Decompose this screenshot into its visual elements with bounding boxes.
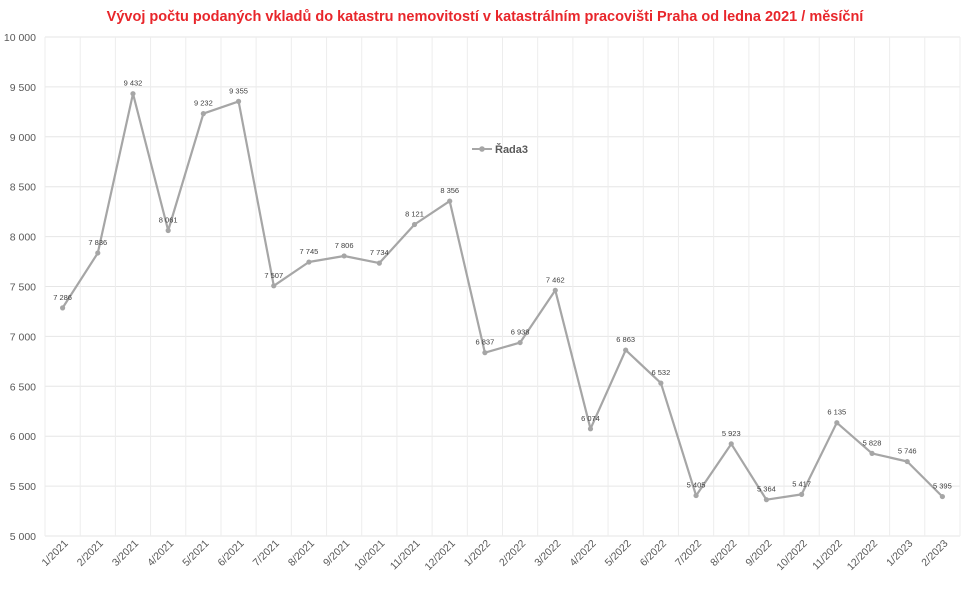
data-point	[165, 227, 171, 234]
series-layer: 7 286 7 836 9 432 8 061 9 232 9 355 7 507 7 745…	[53, 79, 952, 503]
data-label: 6 074	[581, 414, 600, 423]
x-tick-label: 1/2023	[884, 538, 915, 569]
y-tick-label: 7 000	[10, 331, 36, 343]
data-point	[59, 305, 66, 311]
data-point	[939, 493, 946, 500]
y-tick-label: 6 500	[10, 381, 36, 393]
data-label: 9 355	[229, 86, 248, 95]
data-label: 9 232	[194, 99, 213, 108]
chart-title: Vývoj počtu podaných vkladů do katastru …	[106, 9, 864, 25]
data-label: 7 507	[264, 271, 283, 280]
data-point	[869, 450, 875, 456]
data-point	[587, 426, 594, 432]
data-label: 6 532	[651, 368, 670, 377]
data-point	[693, 492, 699, 499]
x-tick-label: 7/2021	[251, 538, 282, 569]
data-label: 6 135	[827, 408, 846, 417]
x-tick-label: 2/2021	[75, 538, 106, 569]
data-point	[623, 347, 629, 353]
x-tick-label: 7/2022	[673, 538, 704, 569]
y-axis: 10 000 9 500 9 000 8 500 8 000 7 500 7 000 6 50…	[4, 32, 36, 543]
series-line	[61, 92, 944, 501]
data-label: 8 356	[440, 186, 459, 195]
x-tick-label: 4/2022	[567, 538, 598, 569]
x-tick-label: 2/2022	[497, 538, 528, 569]
x-tick-label: 11/2022	[810, 538, 845, 573]
x-tick-label: 8/2022	[708, 538, 739, 569]
y-tick-label: 8 500	[10, 182, 36, 194]
x-tick-label: 1/2022	[462, 538, 493, 569]
legend-label: Řada3	[495, 143, 528, 156]
x-tick-label: 4/2021	[145, 538, 176, 569]
data-point	[306, 259, 312, 265]
x-tick-label: 11/2021	[388, 538, 423, 573]
data-label: 7 836	[88, 238, 107, 247]
legend: Řada3	[472, 143, 528, 156]
y-tick-label: 5 000	[10, 531, 36, 543]
y-tick-label: 8 000	[10, 232, 36, 244]
data-label: 6 938	[511, 328, 530, 337]
data-label: 5 395	[933, 482, 952, 491]
data-label: 5 405	[687, 481, 706, 490]
data-point	[763, 497, 770, 503]
x-tick-label: 9/2021	[321, 538, 352, 569]
legend-marker	[479, 146, 485, 152]
data-point	[200, 111, 206, 117]
data-point	[834, 420, 840, 426]
data-label: 7 734	[370, 248, 389, 257]
x-tick-label: 5/2021	[180, 538, 211, 569]
x-axis: 1/2021 2/2021 3/2021 4/2021 5/2021 6/2021 7/20…	[40, 538, 951, 573]
y-tick-label: 5 500	[10, 481, 36, 493]
x-tick-label: 6/2022	[638, 538, 669, 569]
data-point	[517, 339, 523, 346]
data-point	[130, 91, 136, 97]
data-point	[799, 491, 805, 497]
x-tick-label: 12/2022	[845, 538, 880, 573]
gridlines	[44, 36, 961, 537]
x-tick-label: 2/2023	[919, 538, 950, 569]
x-tick-label: 8/2021	[286, 538, 317, 569]
x-tick-label: 12/2021	[422, 538, 457, 573]
y-tick-label: 9 500	[10, 82, 36, 94]
x-tick-label: 3/2021	[110, 538, 141, 569]
data-label: 5 923	[722, 429, 741, 438]
data-label: 7 806	[335, 241, 354, 250]
data-point	[482, 350, 488, 356]
data-point	[95, 250, 101, 256]
y-tick-label: 6 000	[10, 431, 36, 443]
data-point	[411, 221, 418, 228]
data-point	[376, 260, 382, 266]
data-point	[728, 441, 734, 447]
data-label: 6 863	[616, 335, 635, 344]
data-label: 5 417	[792, 479, 811, 488]
data-label: 5 746	[898, 447, 917, 456]
data-label: 5 364	[757, 485, 776, 494]
x-tick-label: 1/2021	[40, 538, 71, 569]
data-label: 8 061	[159, 216, 178, 225]
data-point	[658, 380, 664, 386]
data-label: 5 828	[863, 438, 882, 447]
data-label: 9 432	[124, 79, 143, 88]
data-label: 8 121	[405, 210, 424, 219]
x-tick-label: 6/2021	[215, 538, 246, 569]
data-label: 7 462	[546, 275, 565, 284]
data-label: 7 286	[53, 293, 72, 302]
data-point	[552, 287, 558, 293]
y-tick-label: 10 000	[4, 32, 36, 44]
x-tick-label: 9/2022	[743, 538, 774, 569]
y-tick-label: 9 000	[10, 132, 36, 144]
data-point	[447, 198, 453, 204]
data-label: 7 745	[300, 247, 319, 256]
data-point	[271, 283, 277, 289]
data-point	[341, 253, 347, 259]
data-point	[904, 458, 910, 465]
x-tick-label: 3/2022	[532, 538, 563, 569]
x-tick-label: 10/2021	[352, 538, 387, 573]
data-point	[235, 98, 242, 104]
x-tick-label: 10/2022	[774, 538, 809, 573]
data-label: 6 837	[476, 338, 495, 347]
y-tick-label: 7 500	[10, 282, 36, 294]
x-tick-label: 5/2022	[603, 538, 634, 569]
